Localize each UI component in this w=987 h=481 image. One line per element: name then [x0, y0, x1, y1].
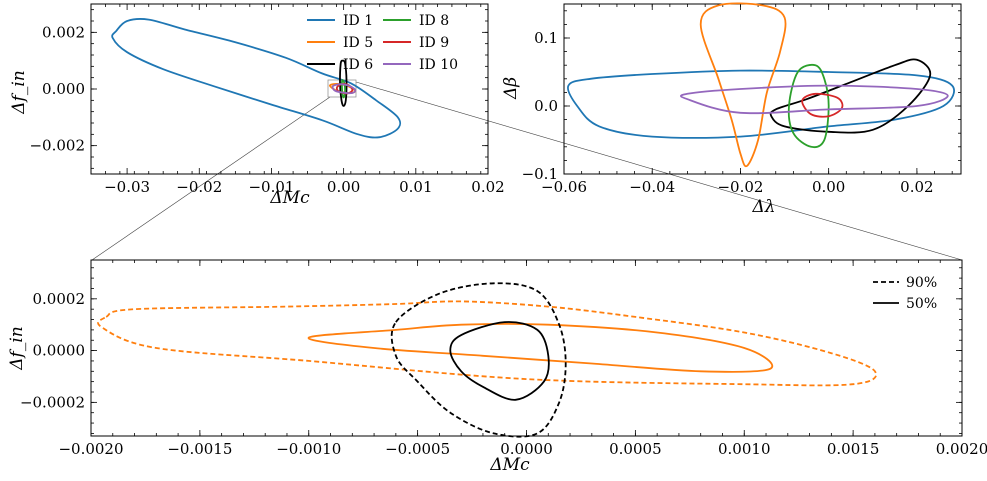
zoom-line-left	[91, 96, 331, 261]
contour-id-6	[339, 59, 348, 107]
contour-id-8	[787, 63, 830, 149]
legend-label: 90%	[906, 275, 937, 291]
contour-id-1	[567, 69, 955, 139]
x-tick-label: 0.0015	[827, 440, 880, 458]
top-right-axes-frame	[563, 3, 962, 175]
y-tick-label: 0.002	[42, 23, 85, 41]
top-right-ticks: −0.06 −0.04 −0.02 0.00 0.02 −0.1 0.0 0.1	[522, 4, 961, 196]
x-tick-label: −0.02	[717, 178, 763, 196]
contour-id-10	[331, 83, 357, 95]
x-tick-label: −0.0020	[58, 440, 123, 458]
x-tick-label: −0.01	[248, 178, 294, 196]
contour-id-5-50pct	[307, 322, 774, 373]
x-tick-label: 0.02	[900, 178, 933, 196]
x-tick-label: −0.04	[629, 178, 675, 196]
top-left-x-axis-label: ΔMc	[269, 188, 310, 208]
x-tick-label: −0.0005	[385, 440, 450, 458]
x-tick-label: −0.0010	[276, 440, 341, 458]
y-tick-label: 0.0002	[33, 290, 86, 308]
bottom-axes-frame	[90, 259, 963, 437]
top-right-contours	[567, 2, 955, 168]
contour-id-6-50pct	[449, 321, 550, 401]
top-left-contours	[111, 18, 402, 139]
top-left-ticks: −0.03 −0.02 −0.01 0.00 0.01 0.02 −0.002 0.000 0.…	[29, 4, 505, 196]
legend-label: ID 9	[419, 35, 449, 51]
bottom-panel: −0.0020 −0.0015 −0.0010 −0.0005 0.0000 0.0005…	[7, 259, 987, 475]
bottom-y-axis-label: Δf_in	[7, 326, 27, 370]
x-tick-label: 0.01	[399, 178, 432, 196]
y-tick-label: 0.0	[534, 97, 558, 115]
y-tick-label: −0.1	[522, 165, 558, 183]
top-left-axes-frame	[90, 3, 489, 175]
x-tick-label: 0.0000	[500, 440, 553, 458]
bottom-contours	[97, 282, 877, 438]
contour-id-9	[801, 92, 844, 118]
x-tick-label: 0.02	[471, 178, 504, 196]
contour-id-5-90pct	[97, 300, 877, 387]
y-tick-label: 0.1	[534, 29, 558, 47]
top-left-legend: ID 1 ID 5 ID 6 ID 8 ID 9 ID 10	[307, 13, 458, 73]
contour-id-6-90pct	[390, 282, 567, 438]
y-tick-label: 0.0000	[33, 342, 86, 360]
top-right-x-axis-label: Δλ	[751, 197, 775, 217]
legend-label: ID 10	[419, 57, 458, 73]
bottom-ticks: −0.0020 −0.0015 −0.0010 −0.0005 0.0000 0.0005…	[20, 260, 987, 458]
bottom-legend: 90%50%	[873, 275, 937, 312]
top-left-y-axis-label: Δf_in	[9, 70, 29, 114]
x-tick-label: −0.02	[176, 178, 222, 196]
top-right-panel: −0.06 −0.04 −0.02 0.00 0.02 −0.1 0.0 0.1 Δλ Δβ	[501, 2, 962, 217]
contour-id-10	[680, 84, 949, 115]
x-tick-label: −0.0015	[167, 440, 232, 458]
bottom-x-axis-label: ΔMc	[489, 455, 530, 475]
x-tick-label: −0.03	[104, 178, 150, 196]
x-tick-label: 0.00	[812, 178, 845, 196]
y-tick-label: −0.0002	[20, 393, 85, 411]
contour-id-8	[341, 79, 347, 99]
zoom-line-right	[355, 81, 963, 261]
x-tick-label: 0.0005	[609, 440, 662, 458]
top-left-panel: −0.03 −0.02 −0.01 0.00 0.01 0.02 −0.002 0.000 0.…	[9, 3, 505, 208]
contour-id-1	[111, 18, 402, 139]
x-tick-label: 0.00	[327, 178, 360, 196]
legend-label: ID 8	[419, 13, 449, 29]
x-tick-label: 0.0020	[936, 440, 987, 458]
zoom-connector-lines	[91, 79, 963, 261]
y-tick-label: −0.002	[29, 137, 85, 155]
contour-id-5	[699, 2, 787, 168]
y-tick-label: 0.000	[42, 80, 85, 98]
x-tick-label: −0.06	[541, 178, 587, 196]
legend-label: ID 6	[343, 57, 373, 73]
x-tick-label: 0.0010	[718, 440, 771, 458]
legend-label: ID 1	[343, 13, 373, 29]
legend-label: 50%	[906, 296, 937, 312]
top-right-y-axis-label: Δβ	[501, 77, 521, 100]
legend-label: ID 5	[343, 35, 373, 51]
